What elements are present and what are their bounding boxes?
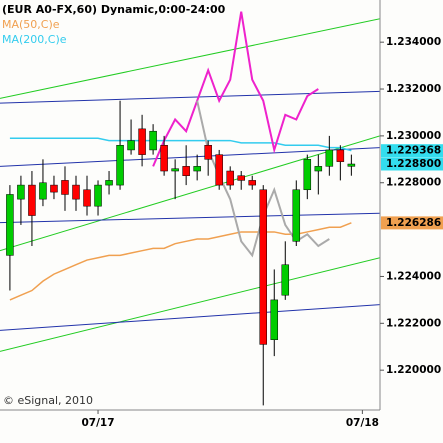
candle-body	[237, 175, 245, 181]
legend-entry: MA(200,C)e	[2, 33, 67, 46]
last-value-label: 1.228800	[386, 158, 441, 170]
candle-body	[303, 159, 312, 191]
trend-line	[0, 90, 380, 104]
candle-body	[94, 184, 102, 207]
credit: © eSignal, 2010	[3, 394, 93, 407]
candle-body	[160, 145, 168, 172]
x-tick-label: 07/17	[81, 417, 114, 429]
candle-body	[50, 184, 58, 193]
plot-area	[0, 11, 380, 406]
candle-body	[204, 145, 212, 160]
y-tick-label: 1.232000	[386, 83, 441, 95]
candle-body	[347, 163, 356, 167]
candle-body	[259, 189, 267, 345]
candle-body	[61, 180, 69, 195]
candle-body	[138, 128, 146, 155]
y-tick-label: 1.224000	[386, 270, 441, 282]
last-value-box	[381, 144, 443, 158]
trend-line	[0, 18, 380, 99]
candle-body	[215, 154, 223, 186]
series-line	[152, 11, 319, 167]
candle-body	[336, 149, 345, 162]
candle-body	[248, 180, 256, 186]
candle-body	[17, 184, 25, 200]
trend-line	[0, 257, 380, 352]
candle-body	[105, 180, 113, 186]
candle-body	[325, 149, 334, 167]
candle-body	[193, 166, 201, 172]
candle-body	[72, 184, 80, 200]
series-line	[9, 137, 352, 152]
trend-line	[0, 135, 380, 252]
candle-body	[182, 166, 190, 176]
last-value-label: 1.229368	[386, 145, 441, 157]
candle-body	[292, 189, 301, 242]
last-value-label: 1.226286	[386, 217, 441, 229]
trend-line	[0, 212, 380, 224]
candle-body	[270, 299, 279, 340]
candle-body	[39, 182, 47, 200]
trend-line	[0, 147, 380, 167]
chart-title: (EUR A0-FX,60) Dynamic,0:00-24:00	[2, 3, 226, 16]
candle-body	[171, 168, 179, 172]
candle-body	[83, 189, 91, 207]
legend-entry: MA(50,C)e	[2, 18, 60, 31]
x-tick-label: 07/18	[346, 417, 379, 429]
y-tick-label: 1.230000	[386, 130, 441, 142]
candle-body	[314, 166, 323, 172]
candle-body	[6, 194, 14, 256]
y-tick-label: 1.220000	[386, 364, 441, 376]
last-value-box	[381, 216, 443, 230]
last-value-box	[381, 157, 443, 171]
y-tick-label: 1.228000	[386, 177, 441, 189]
candle-body	[226, 170, 234, 186]
trend-line	[0, 304, 380, 331]
candle-body	[28, 184, 36, 216]
candle-body	[127, 140, 135, 151]
candle-body	[149, 130, 157, 151]
y-tick-label: 1.234000	[386, 36, 441, 48]
candle-body	[116, 145, 124, 186]
y-tick-label: 1.222000	[386, 317, 441, 329]
candle-body	[281, 264, 290, 296]
